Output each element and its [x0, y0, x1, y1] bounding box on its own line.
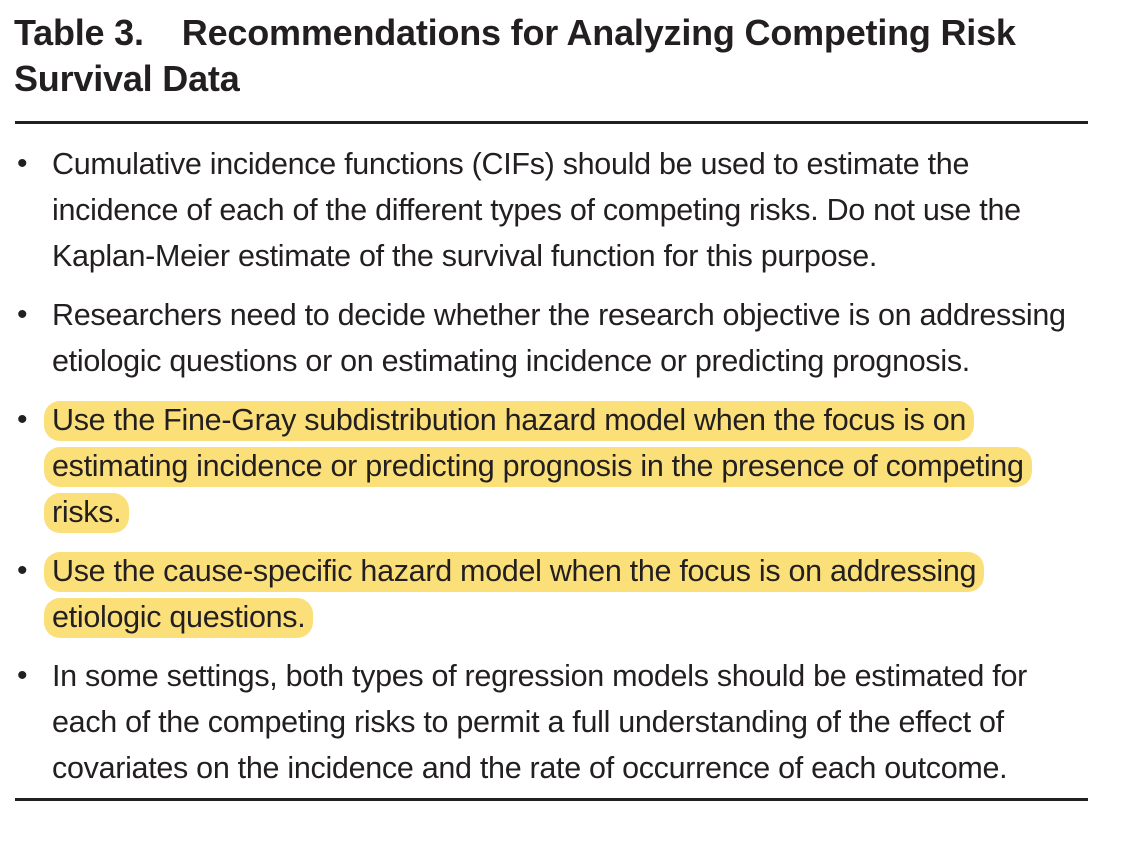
recommendation-text: In some settings, both types of regressi…: [52, 659, 1027, 785]
recommendation-text: Cumulative incidence functions (CIFs) sh…: [52, 147, 1021, 273]
bullet-icon: •: [7, 548, 53, 594]
top-rule: [15, 121, 1088, 124]
recommendation-item-2: • Researchers need to decide whether the…: [0, 292, 1092, 384]
recommendation-item-3: • Use the Fine-Gray subdistribution haza…: [0, 397, 1092, 535]
recommendation-item-4: • Use the cause-specific hazard model wh…: [0, 548, 1092, 640]
bottom-rule: [15, 798, 1088, 801]
bullet-icon: •: [17, 298, 28, 331]
recommendation-item-1: • Cumulative incidence functions (CIFs) …: [0, 141, 1092, 279]
table-title-text: Recommendations for Analyzing Competing …: [14, 12, 1016, 99]
table-label: Table 3.: [14, 12, 144, 53]
recommendation-text-highlighted: Use the Fine-Gray subdistribution hazard…: [44, 401, 1032, 533]
recommendation-item-5: • In some settings, both types of regres…: [0, 653, 1092, 791]
table-title: Table 3. Recommendations for Analyzing Co…: [14, 10, 1089, 102]
bullet-icon: •: [17, 659, 28, 692]
recommendation-text: Researchers need to decide whether the r…: [52, 298, 1066, 378]
bullet-icon: •: [17, 403, 28, 436]
recommendations-list: • Cumulative incidence functions (CIFs) …: [0, 141, 1135, 804]
bullet-icon: •: [17, 147, 28, 180]
recommendation-text-highlighted: Use the cause-specific hazard model when…: [44, 552, 985, 638]
